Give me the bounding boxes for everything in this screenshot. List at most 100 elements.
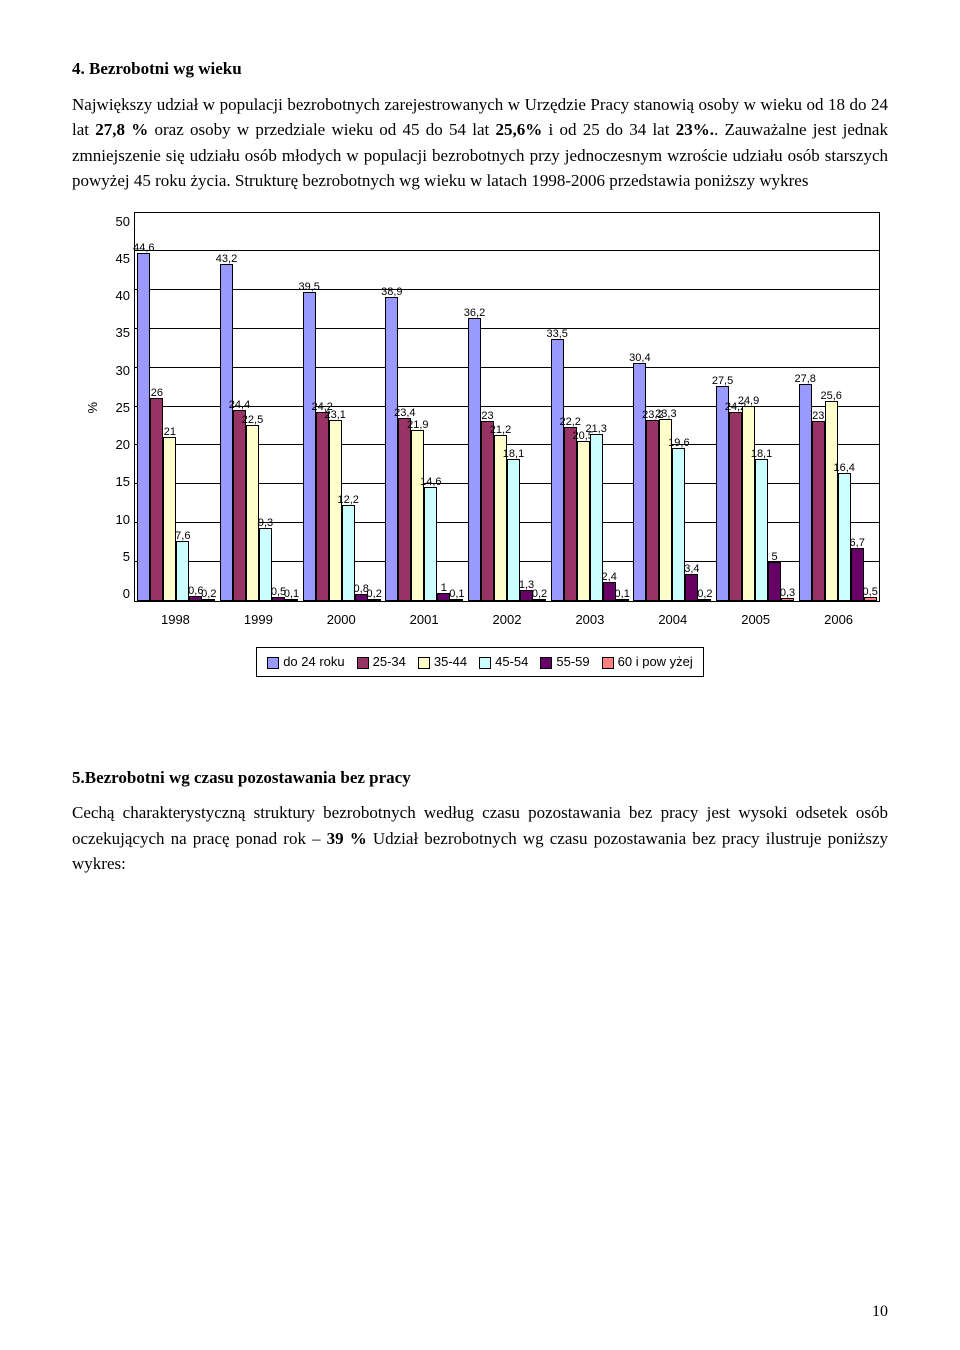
bar: 21,9 (411, 430, 424, 601)
legend-item: 35-44 (418, 652, 467, 672)
legend-swatch (267, 657, 279, 669)
x-tick: 1999 (217, 604, 300, 630)
bar-label: 44,6 (133, 240, 154, 257)
bar: 23,1 (329, 420, 342, 600)
bar-label: 24,9 (738, 393, 759, 410)
bar-label: 9,3 (258, 515, 273, 532)
bar: 36,2 (468, 318, 481, 600)
y-tick: 0 (106, 584, 130, 604)
bar-label: 0,1 (284, 586, 299, 603)
legend-item: 55-59 (540, 652, 589, 672)
bar: 24,4 (233, 410, 246, 600)
bar: 0,1 (616, 599, 629, 601)
x-tick: 2004 (631, 604, 714, 630)
bar-label: 38,9 (381, 284, 402, 301)
bar: 0,5 (864, 597, 877, 601)
x-tick: 2003 (548, 604, 631, 630)
year-group-1999: 43,224,422,59,30,50,1 (218, 213, 301, 601)
year-group-1998: 44,626217,60,60,2 (135, 213, 218, 601)
bar-label: 23,1 (324, 407, 345, 424)
bar-label: 2,4 (602, 569, 617, 586)
section4-paragraph: Największy udział w populacji bezrobotny… (72, 92, 888, 194)
chart-box: % 50454035302520151050 44,626217,60,60,2… (80, 212, 880, 677)
y-tick: 45 (106, 249, 130, 269)
legend-item: 45-54 (479, 652, 528, 672)
year-group-2005: 27,524,224,918,150,3 (714, 213, 797, 601)
legend-item: do 24 roku (267, 652, 344, 672)
bar: 19,6 (672, 448, 685, 601)
bar: 0,3 (781, 598, 794, 600)
year-group-2001: 38,923,421,914,610,1 (383, 213, 466, 601)
bar: 21 (163, 437, 176, 601)
legend-item: 60 i pow yżej (602, 652, 693, 672)
bar-label: 23,3 (655, 406, 676, 423)
bar-label: 33,5 (546, 326, 567, 343)
bar: 24,2 (729, 412, 742, 601)
bar-label: 0,1 (449, 586, 464, 603)
bar-label: 3,4 (684, 561, 699, 578)
y-tick: 15 (106, 472, 130, 492)
legend-swatch (540, 657, 552, 669)
bar-label: 19,6 (668, 435, 689, 452)
bar: 0,1 (285, 599, 298, 601)
bar-label: 0,2 (532, 586, 547, 603)
section5-title: 5.Bezrobotni wg czasu pozostawania bez p… (72, 765, 888, 791)
year-group-2003: 33,522,220,521,32,40,1 (548, 213, 631, 601)
bar-label: 0,2 (697, 586, 712, 603)
bar-label: 30,4 (629, 350, 650, 367)
bar: 23 (812, 421, 825, 600)
y-tick: 35 (106, 323, 130, 343)
section4-title: 4. Bezrobotni wg wieku (72, 56, 888, 82)
bar-label: 0,5 (863, 584, 878, 601)
bar-label: 25,6 (820, 388, 841, 405)
bar-label: 12,2 (337, 492, 358, 509)
bar-label: 0,2 (201, 586, 216, 603)
bar-label: 26 (151, 385, 163, 402)
year-group-2000: 39,524,223,112,20,80,2 (300, 213, 383, 601)
bar-label: 1 (441, 580, 447, 597)
bar: 23,2 (646, 420, 659, 601)
legend-swatch (418, 657, 430, 669)
legend-swatch (479, 657, 491, 669)
bar-label: 27,8 (794, 371, 815, 388)
bar-label: 14,6 (420, 474, 441, 491)
bar-label: 0,3 (780, 585, 795, 602)
bar-label: 5 (771, 549, 777, 566)
bar-label: 21,2 (490, 422, 511, 439)
bar: 23,4 (398, 418, 411, 601)
bar: 22,5 (246, 425, 259, 601)
y-tick: 50 (106, 212, 130, 232)
y-tick: 30 (106, 361, 130, 381)
bar: 0,2 (202, 599, 215, 601)
bar: 0,1 (450, 599, 463, 601)
y-tick: 40 (106, 286, 130, 306)
bar-label: 16,4 (833, 460, 854, 477)
bar-label: 18,1 (503, 446, 524, 463)
y-tick: 20 (106, 435, 130, 455)
bar-label: 7,6 (175, 528, 190, 545)
bar: 24,9 (742, 406, 755, 600)
x-tick: 2005 (714, 604, 797, 630)
bar: 33,5 (551, 339, 564, 600)
bar: 30,4 (633, 363, 646, 600)
bar: 20,5 (577, 441, 590, 601)
x-tick: 2006 (797, 604, 880, 630)
year-group-2002: 36,22321,218,11,30,2 (466, 213, 549, 601)
y-tick: 25 (106, 398, 130, 418)
legend-swatch (602, 657, 614, 669)
bar: 23 (481, 421, 494, 600)
bar: 0,2 (698, 599, 711, 601)
bar-label: 39,5 (298, 279, 319, 296)
chart-container: % 50454035302520151050 44,626217,60,60,2… (72, 212, 888, 677)
bar-label: 21,3 (585, 421, 606, 438)
bar-label: 22,5 (242, 412, 263, 429)
x-tick: 1998 (134, 604, 217, 630)
x-tick: 2001 (383, 604, 466, 630)
y-tick: 5 (106, 547, 130, 567)
x-axis: 199819992000200120022003200420052006 (134, 604, 880, 630)
legend-swatch (357, 657, 369, 669)
bar-label: 18,1 (751, 446, 772, 463)
bar: 14,6 (424, 487, 437, 601)
bar: 38,9 (385, 297, 398, 600)
bar-label: 21 (164, 424, 176, 441)
